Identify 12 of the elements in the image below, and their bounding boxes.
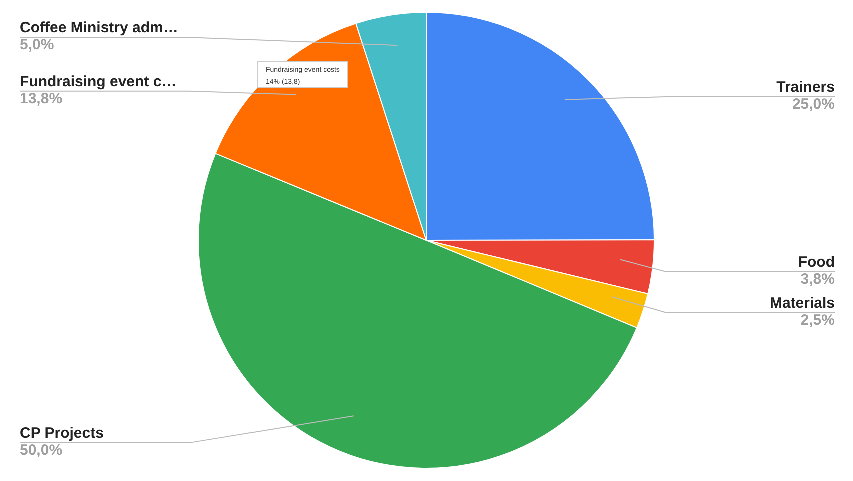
slice-label: Coffee Ministry adm…	[20, 20, 178, 37]
data-label: 2,5%	[800, 312, 835, 329]
slice-label: Fundraising event c…	[20, 73, 177, 90]
slice-label: Food	[798, 254, 835, 271]
data-label: 50,0%	[20, 442, 63, 459]
slice-label: Materials	[770, 294, 835, 312]
slice-label: Trainers	[776, 78, 835, 96]
data-label: 3,8%	[800, 270, 835, 288]
data-label: 5,0%	[20, 36, 54, 54]
slice-label: CP Projects	[20, 424, 104, 442]
data-label: 25,0%	[792, 96, 835, 113]
data-label: 13,8%	[20, 90, 63, 108]
